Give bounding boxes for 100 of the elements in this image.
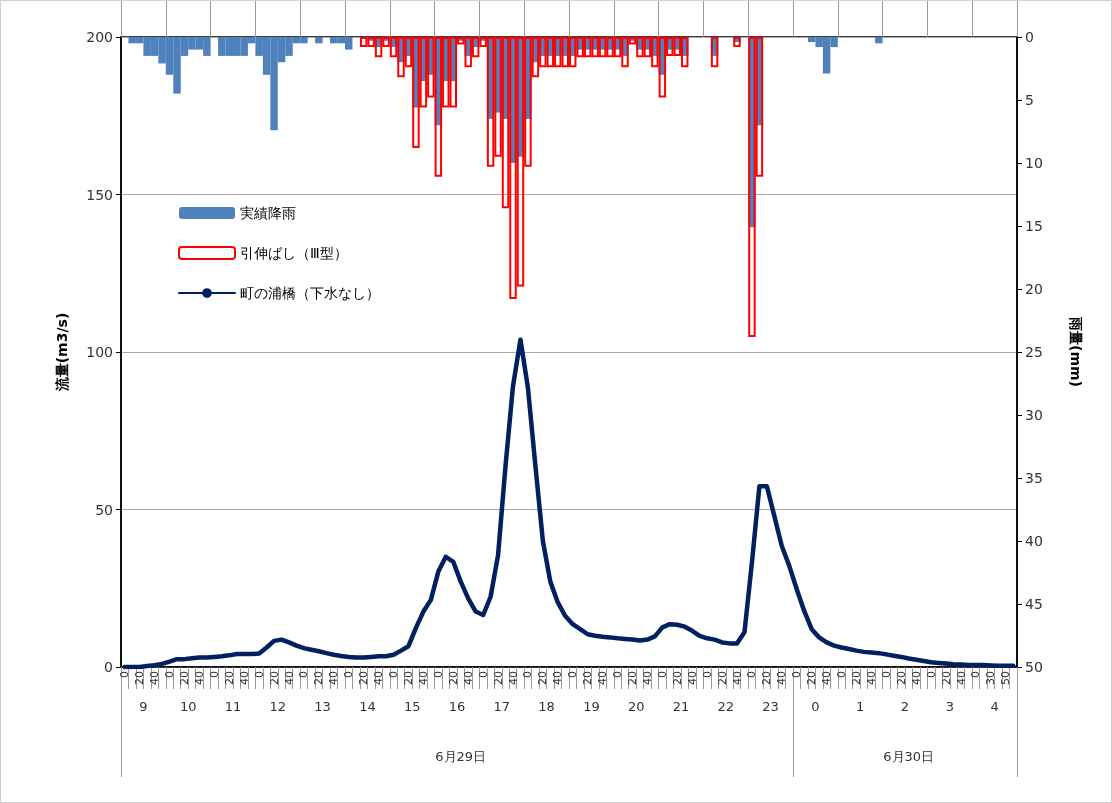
x-tick-label: 20	[177, 671, 191, 685]
text: 19	[583, 699, 600, 714]
text: 0	[811, 699, 820, 714]
text: 22	[717, 699, 735, 714]
x-tick-label: 0	[163, 671, 177, 678]
x-tick-label: 0	[924, 671, 938, 678]
y2-tick-label: 10	[1025, 155, 1043, 171]
y2-tick-label: 15	[1025, 218, 1043, 234]
y-axis-title: 流量(m3/s)	[54, 312, 70, 393]
x-tick-label: 0	[297, 671, 311, 678]
x-tick-label: 0	[118, 671, 132, 678]
x-tick-label: 20	[581, 671, 595, 685]
x-tick-label: 0	[879, 671, 893, 678]
text: 14	[359, 699, 376, 714]
x-tick-label: 20	[670, 671, 684, 685]
text: 23	[762, 699, 779, 714]
legend-label: 実績降雨	[240, 205, 296, 221]
legend-label: 引伸ばし（Ⅲ型）	[240, 245, 348, 261]
text: 12	[269, 699, 287, 714]
x-tick-label: 20	[849, 671, 863, 685]
x-tick-label: 40	[192, 671, 206, 685]
text: 2	[900, 699, 910, 714]
y2-tick-label: 30	[1025, 407, 1043, 423]
x-tick-label: 40	[416, 671, 430, 685]
x-tick-label: 0	[969, 671, 983, 678]
y2-tick-label: 20	[1025, 281, 1043, 297]
x-tick-label: 20	[491, 671, 505, 685]
y2-tick-label: 25	[1025, 344, 1043, 360]
x-tick-label: 0	[521, 671, 535, 678]
x-tick-label: 40	[820, 671, 834, 685]
x-tick-label: 20	[536, 671, 550, 685]
x-tick-label: 20	[312, 671, 326, 685]
x-tick-label: 40	[909, 671, 923, 685]
text: 3	[945, 699, 954, 714]
x-tick-label: 30	[984, 671, 998, 685]
text: 6月29日	[435, 749, 487, 764]
x-tick-label: 40	[730, 671, 744, 685]
x-tick-label: 0	[700, 671, 714, 678]
x-tick-label: 40	[864, 671, 878, 685]
x-tick-label: 0	[476, 671, 490, 678]
x-tick-label: 20	[760, 671, 774, 685]
legend-label: 町の浦橋（下水なし）	[240, 285, 380, 301]
x-tick-label: 0	[790, 671, 804, 678]
x-tick-label: 40	[685, 671, 699, 685]
x-tick-label: 40	[551, 671, 565, 685]
x-tick-label: 20	[357, 671, 371, 685]
x-tick-label: 40	[461, 671, 475, 685]
x-tick-label: 20	[222, 671, 236, 685]
text: 10	[179, 699, 197, 714]
x-tick-label: 0	[745, 671, 759, 678]
text: 17	[493, 699, 511, 714]
x-tick-label: 0	[566, 671, 580, 678]
text: 6月30日	[883, 749, 935, 764]
y2-tick-label: 40	[1025, 533, 1043, 549]
x-tick-label: 20	[939, 671, 953, 685]
y-tick-label: 150	[86, 186, 113, 203]
x-tick-label: 20	[625, 671, 639, 685]
text: 16	[448, 699, 466, 714]
x-tick-label: 0	[655, 671, 669, 678]
x-tick-label: 20	[805, 671, 819, 685]
x-tick-label: 20	[715, 671, 729, 685]
text: 13	[314, 699, 331, 714]
text: 4	[990, 699, 999, 714]
x-tick-label: 20	[401, 671, 415, 685]
x-tick-label: 40	[148, 671, 162, 685]
x-tick-label: 50	[999, 671, 1013, 685]
text: 20	[627, 699, 645, 714]
x-tick-label: 40	[775, 671, 789, 685]
x-tick-label: 0	[835, 671, 849, 678]
x-tick-label: 0	[342, 671, 356, 678]
x-tick-label: 0	[431, 671, 445, 678]
y-tick-label: 50	[95, 501, 113, 518]
y2-tick-label: 5	[1025, 92, 1034, 108]
x-tick-label: 40	[237, 671, 251, 685]
x-tick-label: 0	[611, 671, 625, 678]
x-tick-label: 20	[446, 671, 460, 685]
text: 18	[538, 699, 555, 714]
y-tick-label: 200	[86, 29, 113, 45]
x-tick-label: 40	[282, 671, 296, 685]
x-tick-label: 40	[327, 671, 341, 685]
y2-tick-label: 45	[1025, 596, 1043, 612]
x-tick-label: 0	[207, 671, 221, 678]
text: 1	[856, 699, 865, 714]
x-tick-label: 20	[894, 671, 908, 685]
x-tick-label: 40	[372, 671, 386, 685]
x-tick-label: 40	[596, 671, 610, 685]
y2-axis-title: 雨量(mm)	[1068, 316, 1084, 387]
text: 9	[139, 699, 148, 714]
y2-tick-label: 0	[1025, 29, 1034, 45]
x-tick-label: 0	[387, 671, 401, 678]
x-tick-label: 40	[506, 671, 520, 685]
y2-tick-label: 35	[1025, 470, 1043, 486]
text: 21	[672, 699, 690, 714]
x-tick-label: 40	[954, 671, 968, 685]
x-tick-label: 20	[267, 671, 281, 685]
text: 15	[403, 699, 421, 714]
x-tick-label: 40	[640, 671, 654, 685]
x-tick-label: 20	[133, 671, 147, 685]
y-tick-label: 100	[86, 344, 113, 360]
text: 11	[224, 699, 242, 714]
